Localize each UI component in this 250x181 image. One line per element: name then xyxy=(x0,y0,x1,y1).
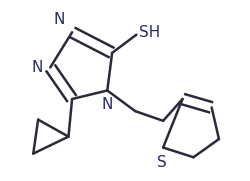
Text: N: N xyxy=(101,97,112,112)
Text: N: N xyxy=(31,60,42,75)
Text: S: S xyxy=(156,155,166,170)
Text: SH: SH xyxy=(138,25,160,40)
Text: N: N xyxy=(53,12,64,27)
